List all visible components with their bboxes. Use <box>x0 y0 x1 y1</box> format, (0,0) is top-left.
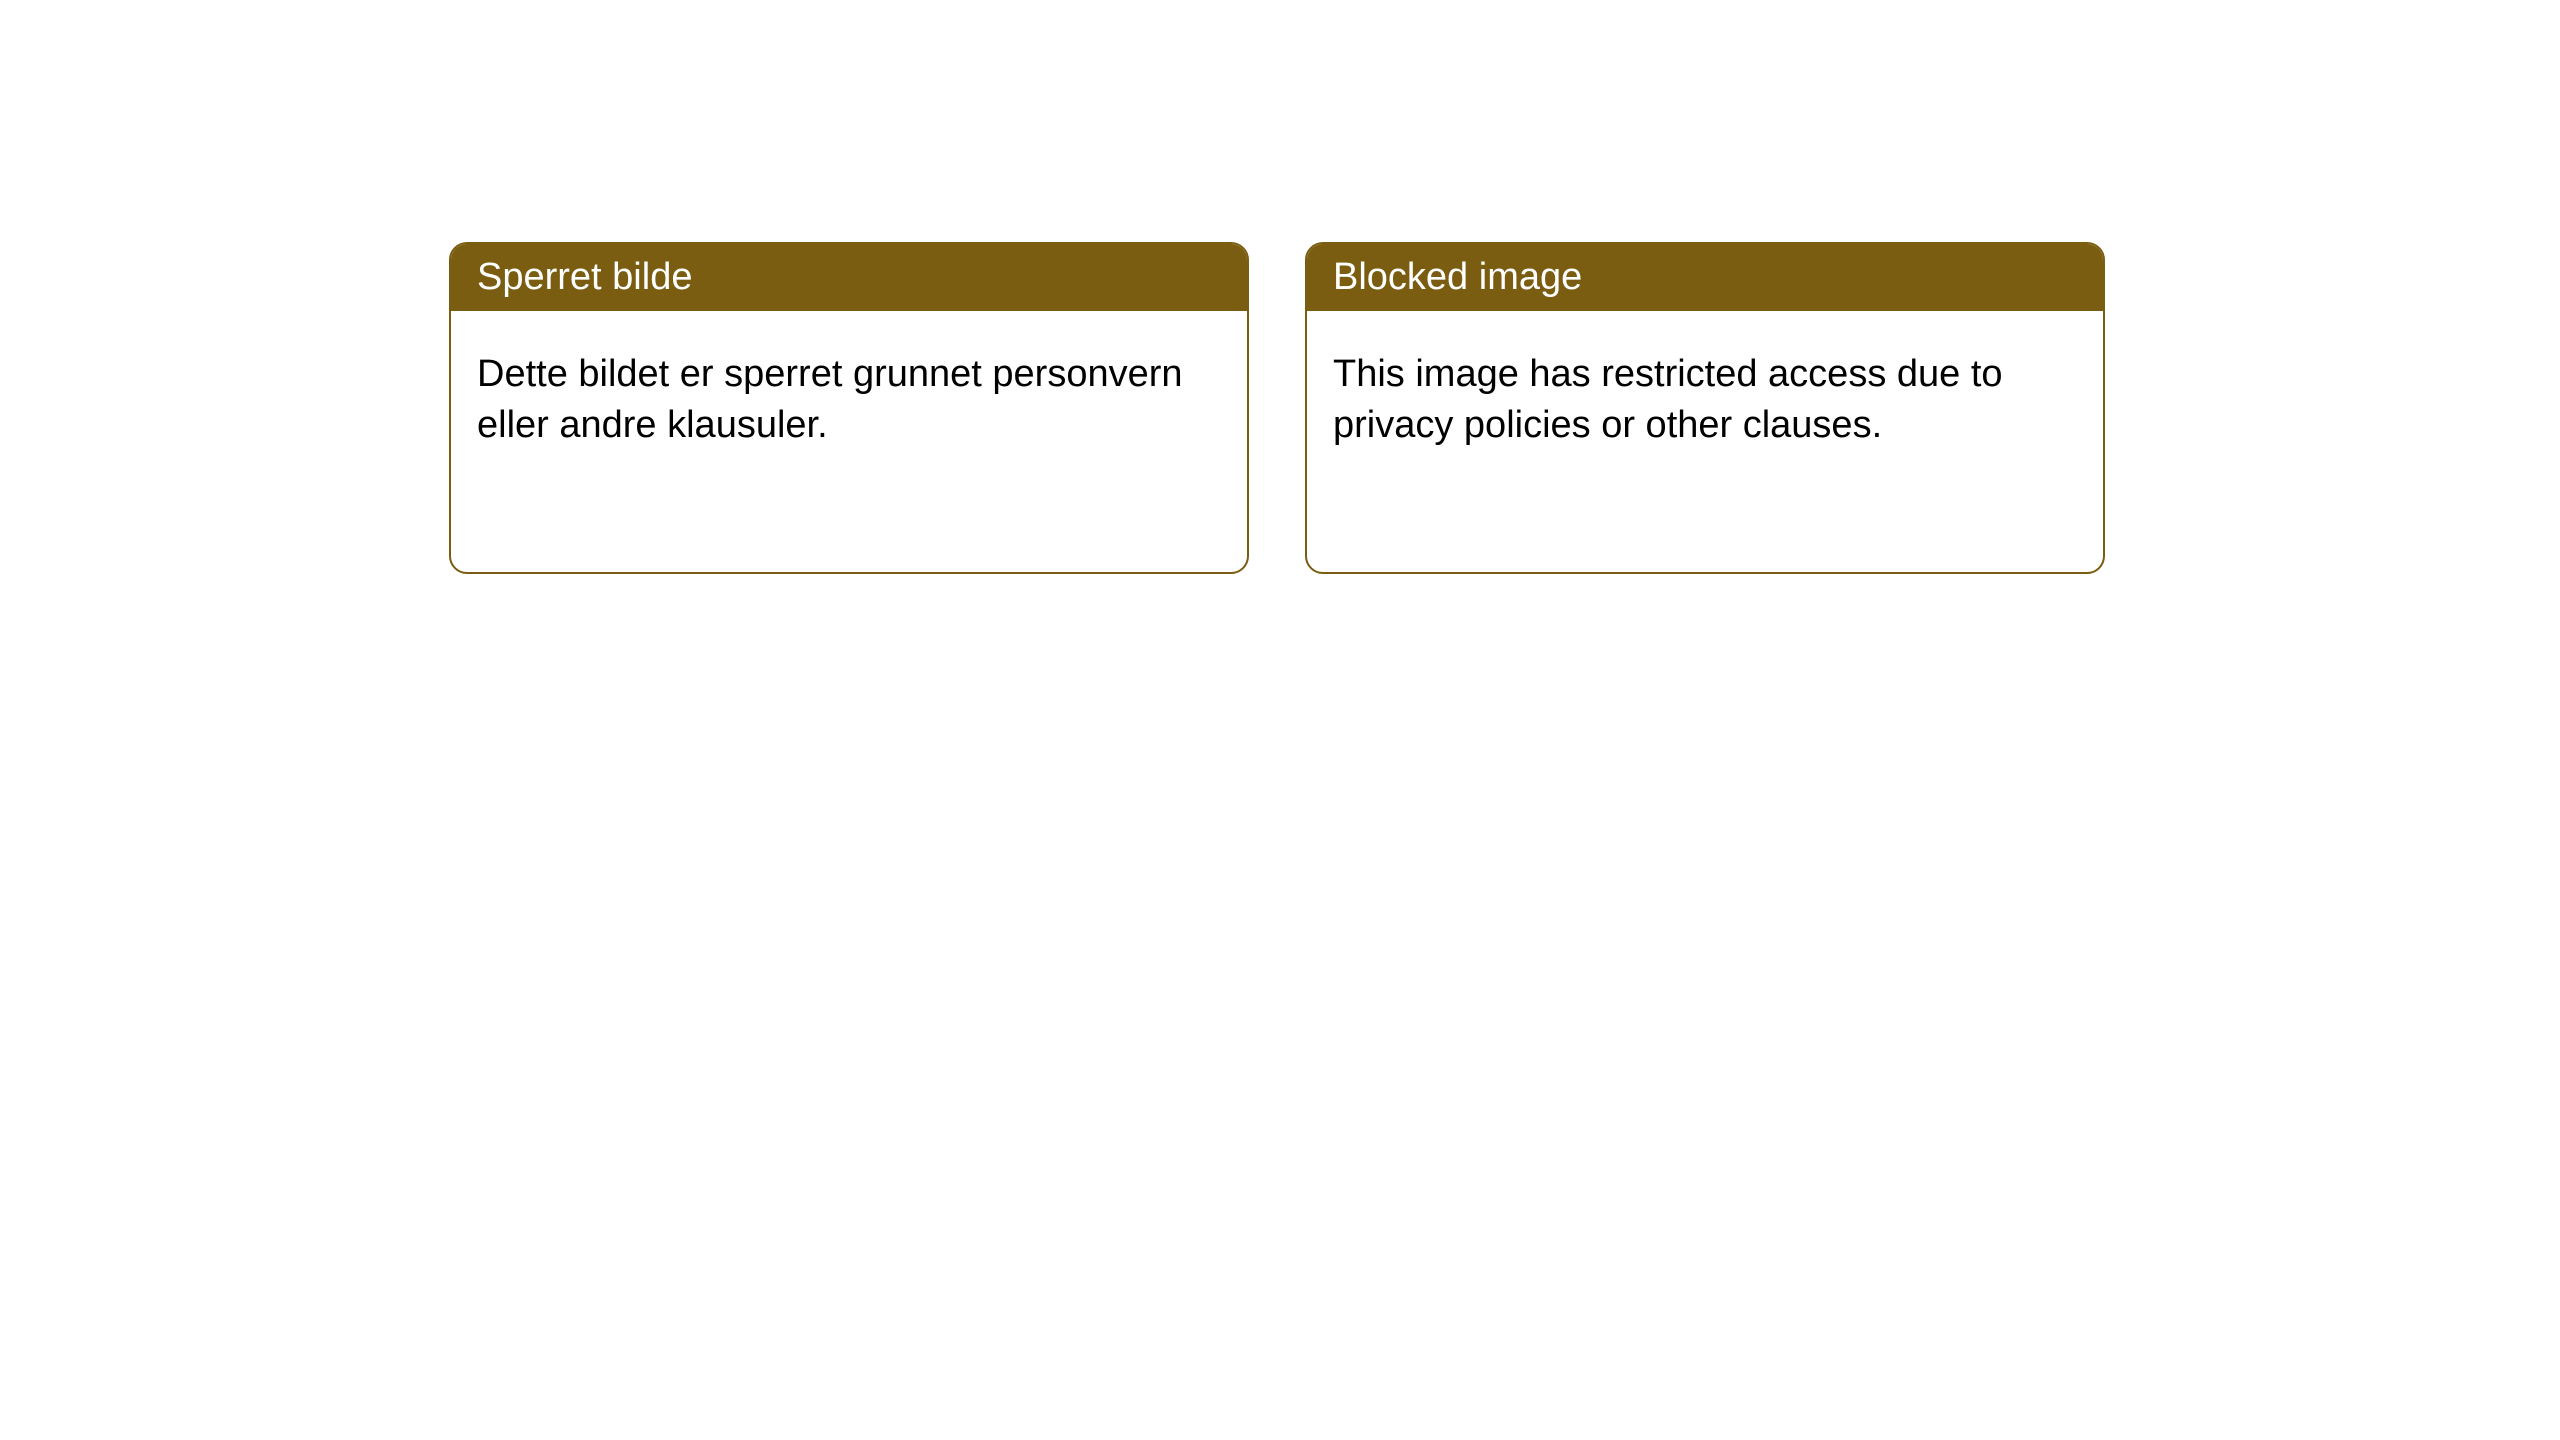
card-header: Sperret bilde <box>451 244 1247 311</box>
card-header-text: Blocked image <box>1333 256 1582 298</box>
card-body-text: This image has restricted access due to … <box>1333 353 2003 446</box>
notice-card-norwegian: Sperret bilde Dette bildet er sperret gr… <box>449 242 1249 574</box>
notice-container: Sperret bilde Dette bildet er sperret gr… <box>449 242 2105 574</box>
card-body: Dette bildet er sperret grunnet personve… <box>451 311 1247 490</box>
card-header-text: Sperret bilde <box>477 256 692 298</box>
card-body: This image has restricted access due to … <box>1307 311 2103 490</box>
notice-card-english: Blocked image This image has restricted … <box>1305 242 2105 574</box>
card-body-text: Dette bildet er sperret grunnet personve… <box>477 353 1183 446</box>
card-header: Blocked image <box>1307 244 2103 311</box>
